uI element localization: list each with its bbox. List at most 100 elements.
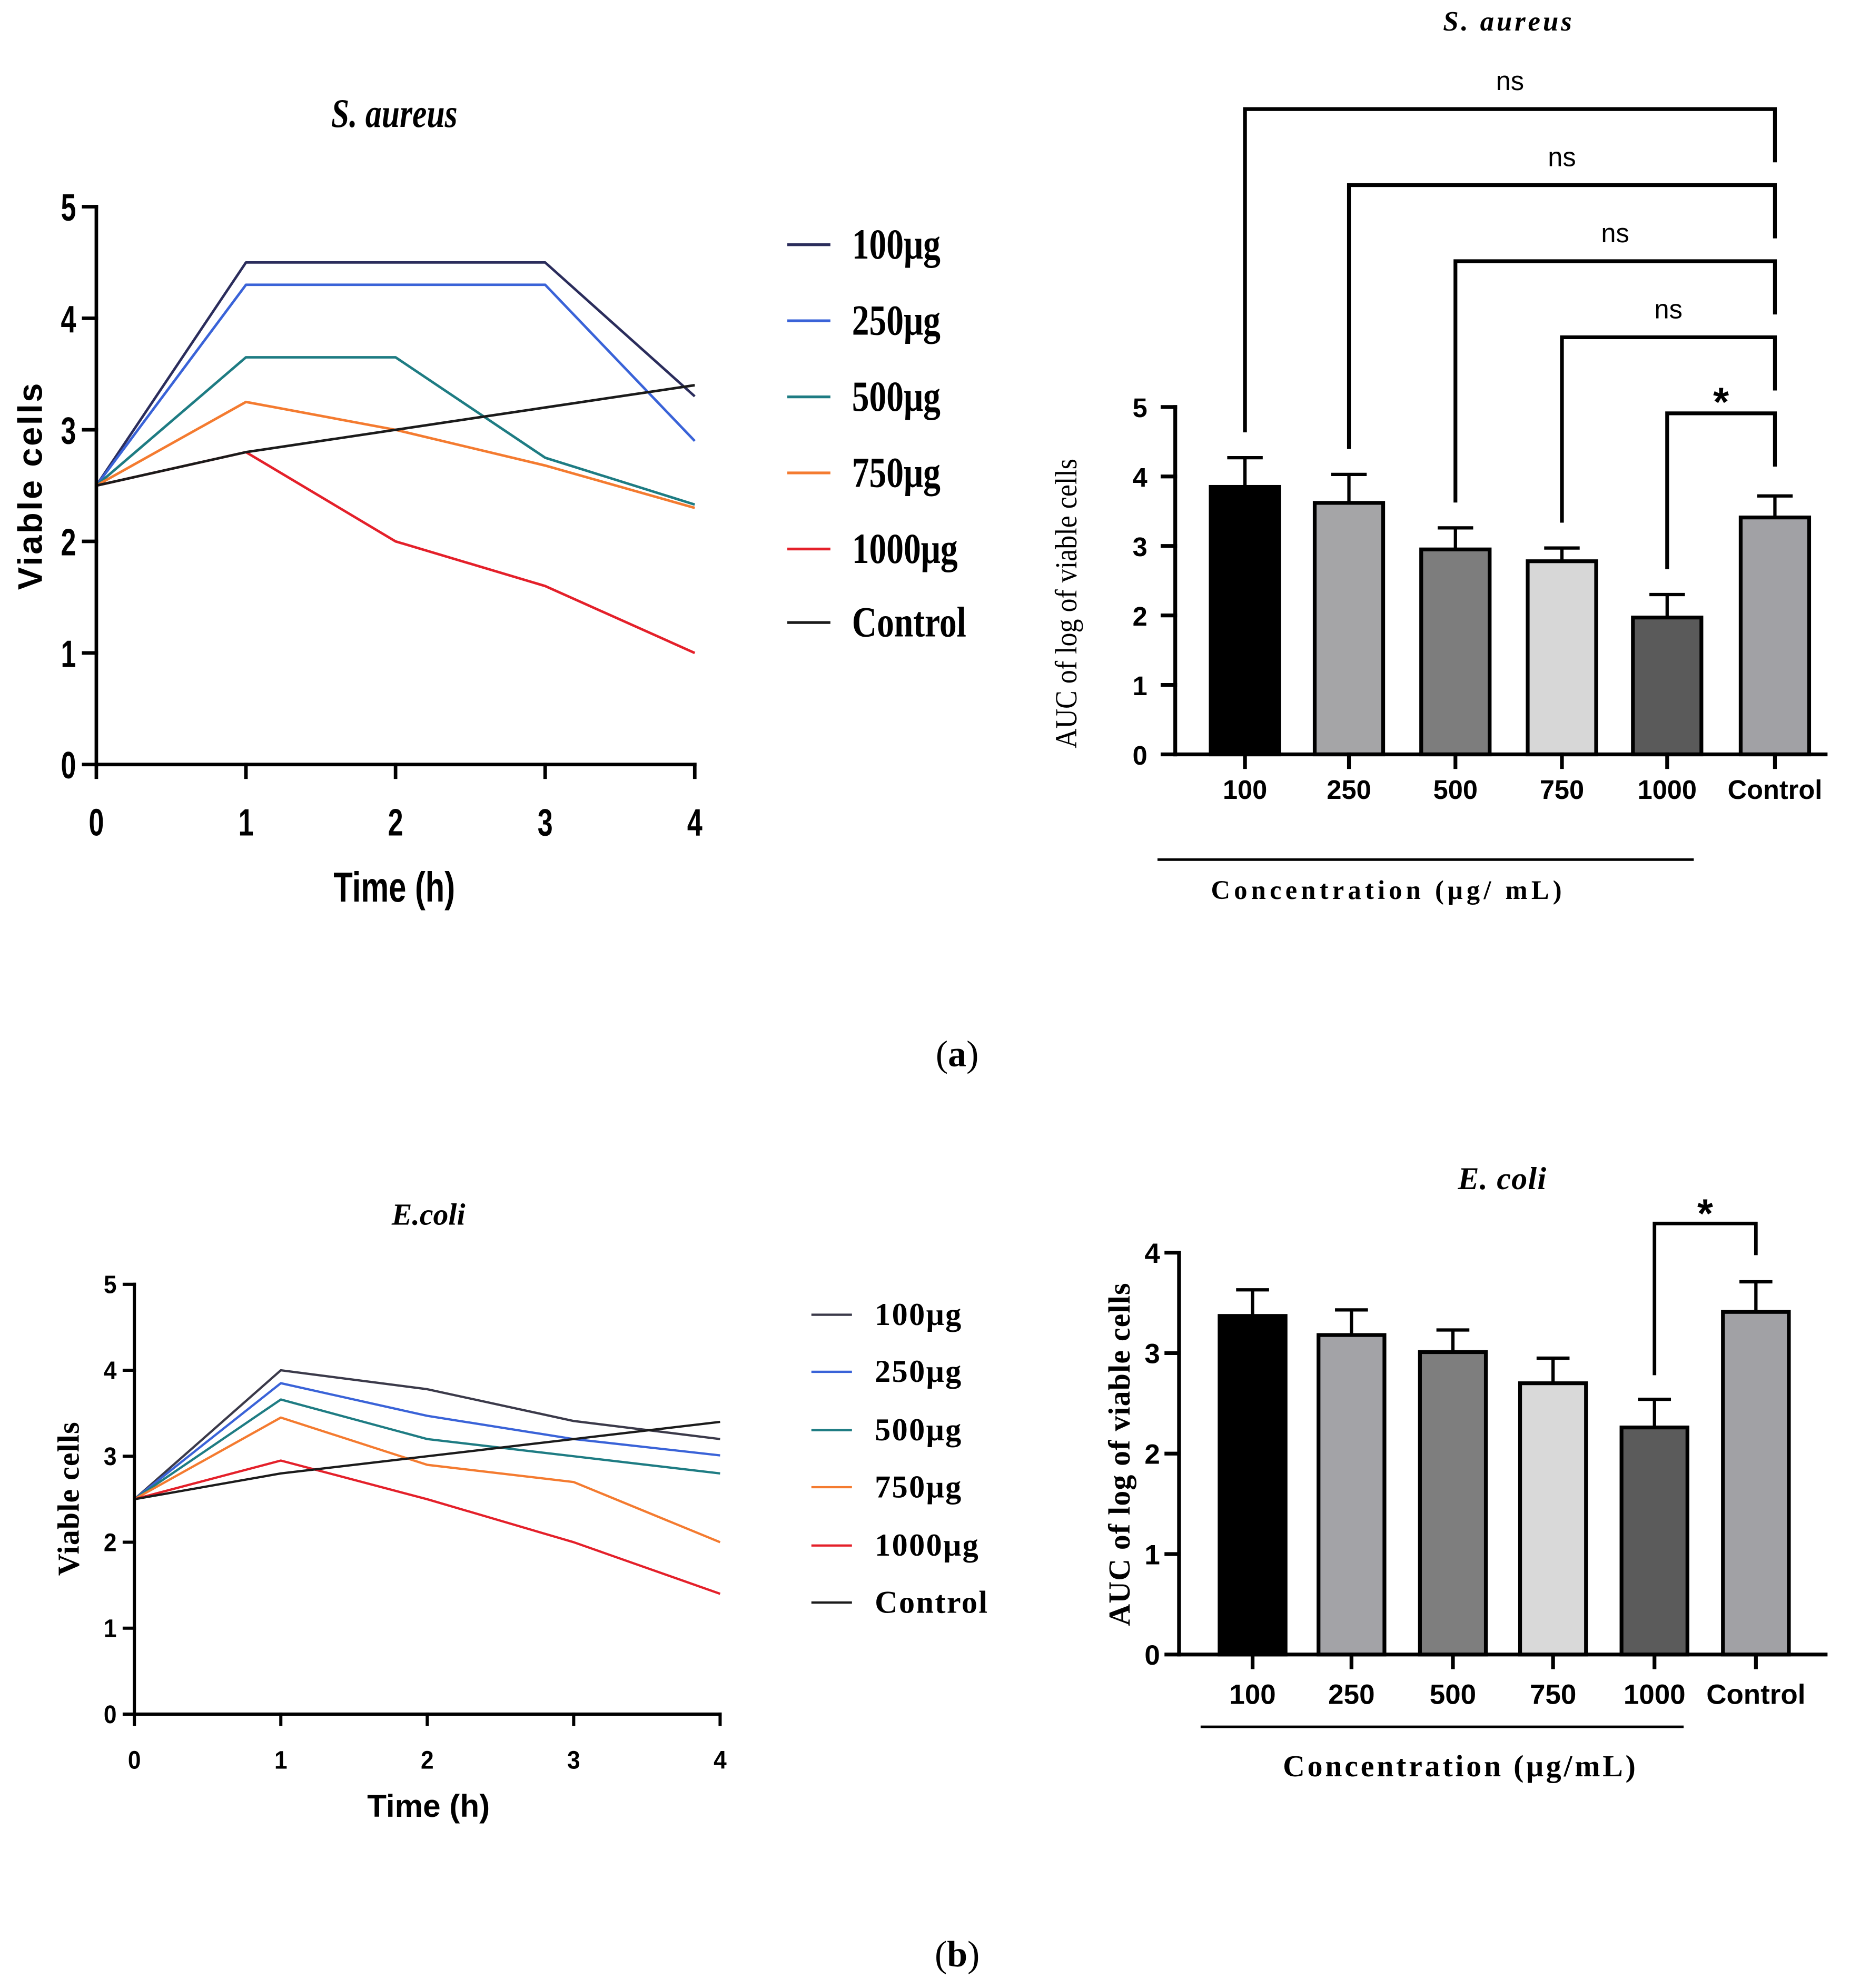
x-axis-label: Concentration (μg/mL) xyxy=(1283,1750,1638,1783)
category-label-control: Control xyxy=(1706,1679,1805,1710)
panel-label-letter: b xyxy=(947,1934,967,1975)
y-tick-label: 0 xyxy=(1144,1640,1160,1671)
y-tick-label: 0 xyxy=(61,745,76,787)
significance-bracket-750-vs-control xyxy=(1560,335,1777,523)
bar-500 xyxy=(1419,547,1492,757)
bar-chart-s-aureus-auc: S. aureus 0 1 2 3 4 5 100 250 500 750 1000 Control Co… xyxy=(1049,6,1828,905)
series-line-100ug xyxy=(133,1369,720,1500)
series-line-500ug xyxy=(95,356,696,506)
y-tick-label: 3 xyxy=(1133,532,1147,562)
significance-label-750-vs-control: ns xyxy=(1655,294,1683,324)
x-tick-label: 3 xyxy=(538,802,553,844)
y-axis-label: AUC of log of viable cells xyxy=(1049,459,1083,748)
category-label-750: 750 xyxy=(1530,1679,1576,1710)
x-tick-label: 3 xyxy=(567,1746,580,1774)
panel-label-letter: a xyxy=(948,1034,966,1075)
legend-label-1000ug: 1000μg xyxy=(852,525,958,573)
bar-1000 xyxy=(1619,1425,1689,1657)
significance-bracket-1000-vs-control xyxy=(1665,411,1777,569)
significance-label-1000-vs-control: * xyxy=(1713,380,1729,425)
legend-label-1000ug: 1000μg xyxy=(875,1528,979,1563)
y-tick-label: 3 xyxy=(61,410,76,452)
y-tick-label: 5 xyxy=(1133,393,1147,423)
panel-label-open-paren: ( xyxy=(936,1034,948,1075)
bar-100 xyxy=(1209,484,1281,757)
category-label-500: 500 xyxy=(1430,1679,1476,1710)
series-line-control xyxy=(96,384,695,487)
x-tick-label: 1 xyxy=(239,802,254,844)
bar-control xyxy=(1721,1310,1791,1657)
legend-label-100ug: 100μg xyxy=(875,1297,963,1332)
significance-label-1000-vs-control: * xyxy=(1697,1191,1713,1236)
legend-label-250ug: 250μg xyxy=(852,297,941,345)
y-axis-label: AUC of log of viable cells xyxy=(1103,1282,1136,1626)
y-tick-label: 1 xyxy=(1133,671,1147,701)
legend-label-750ug: 750μg xyxy=(875,1469,963,1505)
bar-250 xyxy=(1312,501,1386,757)
x-tick-label: 1 xyxy=(274,1746,288,1774)
significance-label-100-vs-control: ns xyxy=(1496,66,1524,96)
bar-100 xyxy=(1218,1314,1288,1657)
x-tick-label: 4 xyxy=(714,1746,727,1774)
y-tick-label: 3 xyxy=(1144,1339,1160,1370)
bar-control xyxy=(1738,516,1812,757)
y-tick-label: 2 xyxy=(1133,601,1147,631)
category-label-1000: 1000 xyxy=(1624,1679,1686,1710)
chart-title: S. aureus xyxy=(1443,6,1574,37)
significance-bracket-500-vs-control xyxy=(1453,259,1777,503)
category-label-250: 250 xyxy=(1328,1679,1374,1710)
bar-250 xyxy=(1317,1333,1387,1657)
category-label-100: 100 xyxy=(1229,1679,1275,1710)
panel-label-b: (b) xyxy=(935,1934,979,1975)
chart-title: E. coli xyxy=(1457,1161,1547,1196)
y-tick-label: 2 xyxy=(1144,1439,1160,1470)
category-label-750: 750 xyxy=(1540,775,1584,805)
y-tick-label: 4 xyxy=(104,1356,117,1384)
panel-label-open-paren: ( xyxy=(935,1934,947,1975)
significance-bracket-250-vs-control xyxy=(1347,183,1777,449)
y-axis-label: Viable cells xyxy=(52,1421,85,1576)
legend-label-control: Control xyxy=(852,599,966,647)
chart-title: S. aureus xyxy=(331,91,458,136)
chart-title: E.coli xyxy=(391,1199,466,1232)
panel-label-close-paren: ) xyxy=(966,1034,978,1075)
series-line-1000ug xyxy=(134,1459,721,1595)
category-label-500: 500 xyxy=(1433,775,1478,805)
x-tick-label: 0 xyxy=(89,802,104,844)
y-tick-label: 4 xyxy=(1144,1238,1160,1269)
series-line-750ug xyxy=(134,1416,721,1544)
line-chart-e-coli: E.coli 0 1 2 3 4 5 0 1 2 3 4 Viable cells Time (h) 100… xyxy=(52,1199,988,1824)
category-label-100: 100 xyxy=(1223,775,1267,805)
significance-label-250-vs-control: ns xyxy=(1548,142,1576,172)
significance-label-500-vs-control: ns xyxy=(1601,218,1629,248)
x-tick-label: 2 xyxy=(421,1746,434,1774)
legend-label-control: Control xyxy=(875,1585,988,1620)
y-tick-label: 2 xyxy=(104,1528,117,1557)
y-tick-label: 1 xyxy=(1144,1539,1160,1570)
legend-label-750ug: 750μg xyxy=(852,449,941,497)
x-axis-label: Time (h) xyxy=(367,1788,490,1824)
bar-500 xyxy=(1418,1350,1488,1657)
series-line-500ug xyxy=(133,1398,720,1500)
series-line-100ug xyxy=(95,261,696,487)
category-label-250: 250 xyxy=(1327,775,1371,805)
x-tick-label: 2 xyxy=(388,802,403,844)
bar-chart-e-coli-auc: E. coli 0 1 2 3 4 100 250 500 750 1000 Control Conce… xyxy=(1103,1161,1828,1783)
bar-750 xyxy=(1526,559,1598,757)
significance-bracket-100-vs-control xyxy=(1243,107,1777,432)
y-tick-label: 4 xyxy=(61,299,76,341)
series-line-250ug xyxy=(133,1382,720,1500)
legend-label-100ug: 100μg xyxy=(852,221,941,269)
panel-label-a: (a) xyxy=(936,1034,978,1075)
y-tick-label: 0 xyxy=(1133,740,1147,770)
x-axis-label: Time (h) xyxy=(333,863,455,910)
category-label-1000: 1000 xyxy=(1638,775,1697,805)
significance-bracket-1000-vs-control xyxy=(1653,1221,1758,1376)
legend-label-250ug: 250μg xyxy=(875,1354,963,1389)
y-tick-label: 2 xyxy=(61,521,76,563)
y-tick-label: 1 xyxy=(104,1614,117,1643)
y-tick-label: 5 xyxy=(61,187,76,229)
y-tick-label: 0 xyxy=(104,1700,117,1728)
